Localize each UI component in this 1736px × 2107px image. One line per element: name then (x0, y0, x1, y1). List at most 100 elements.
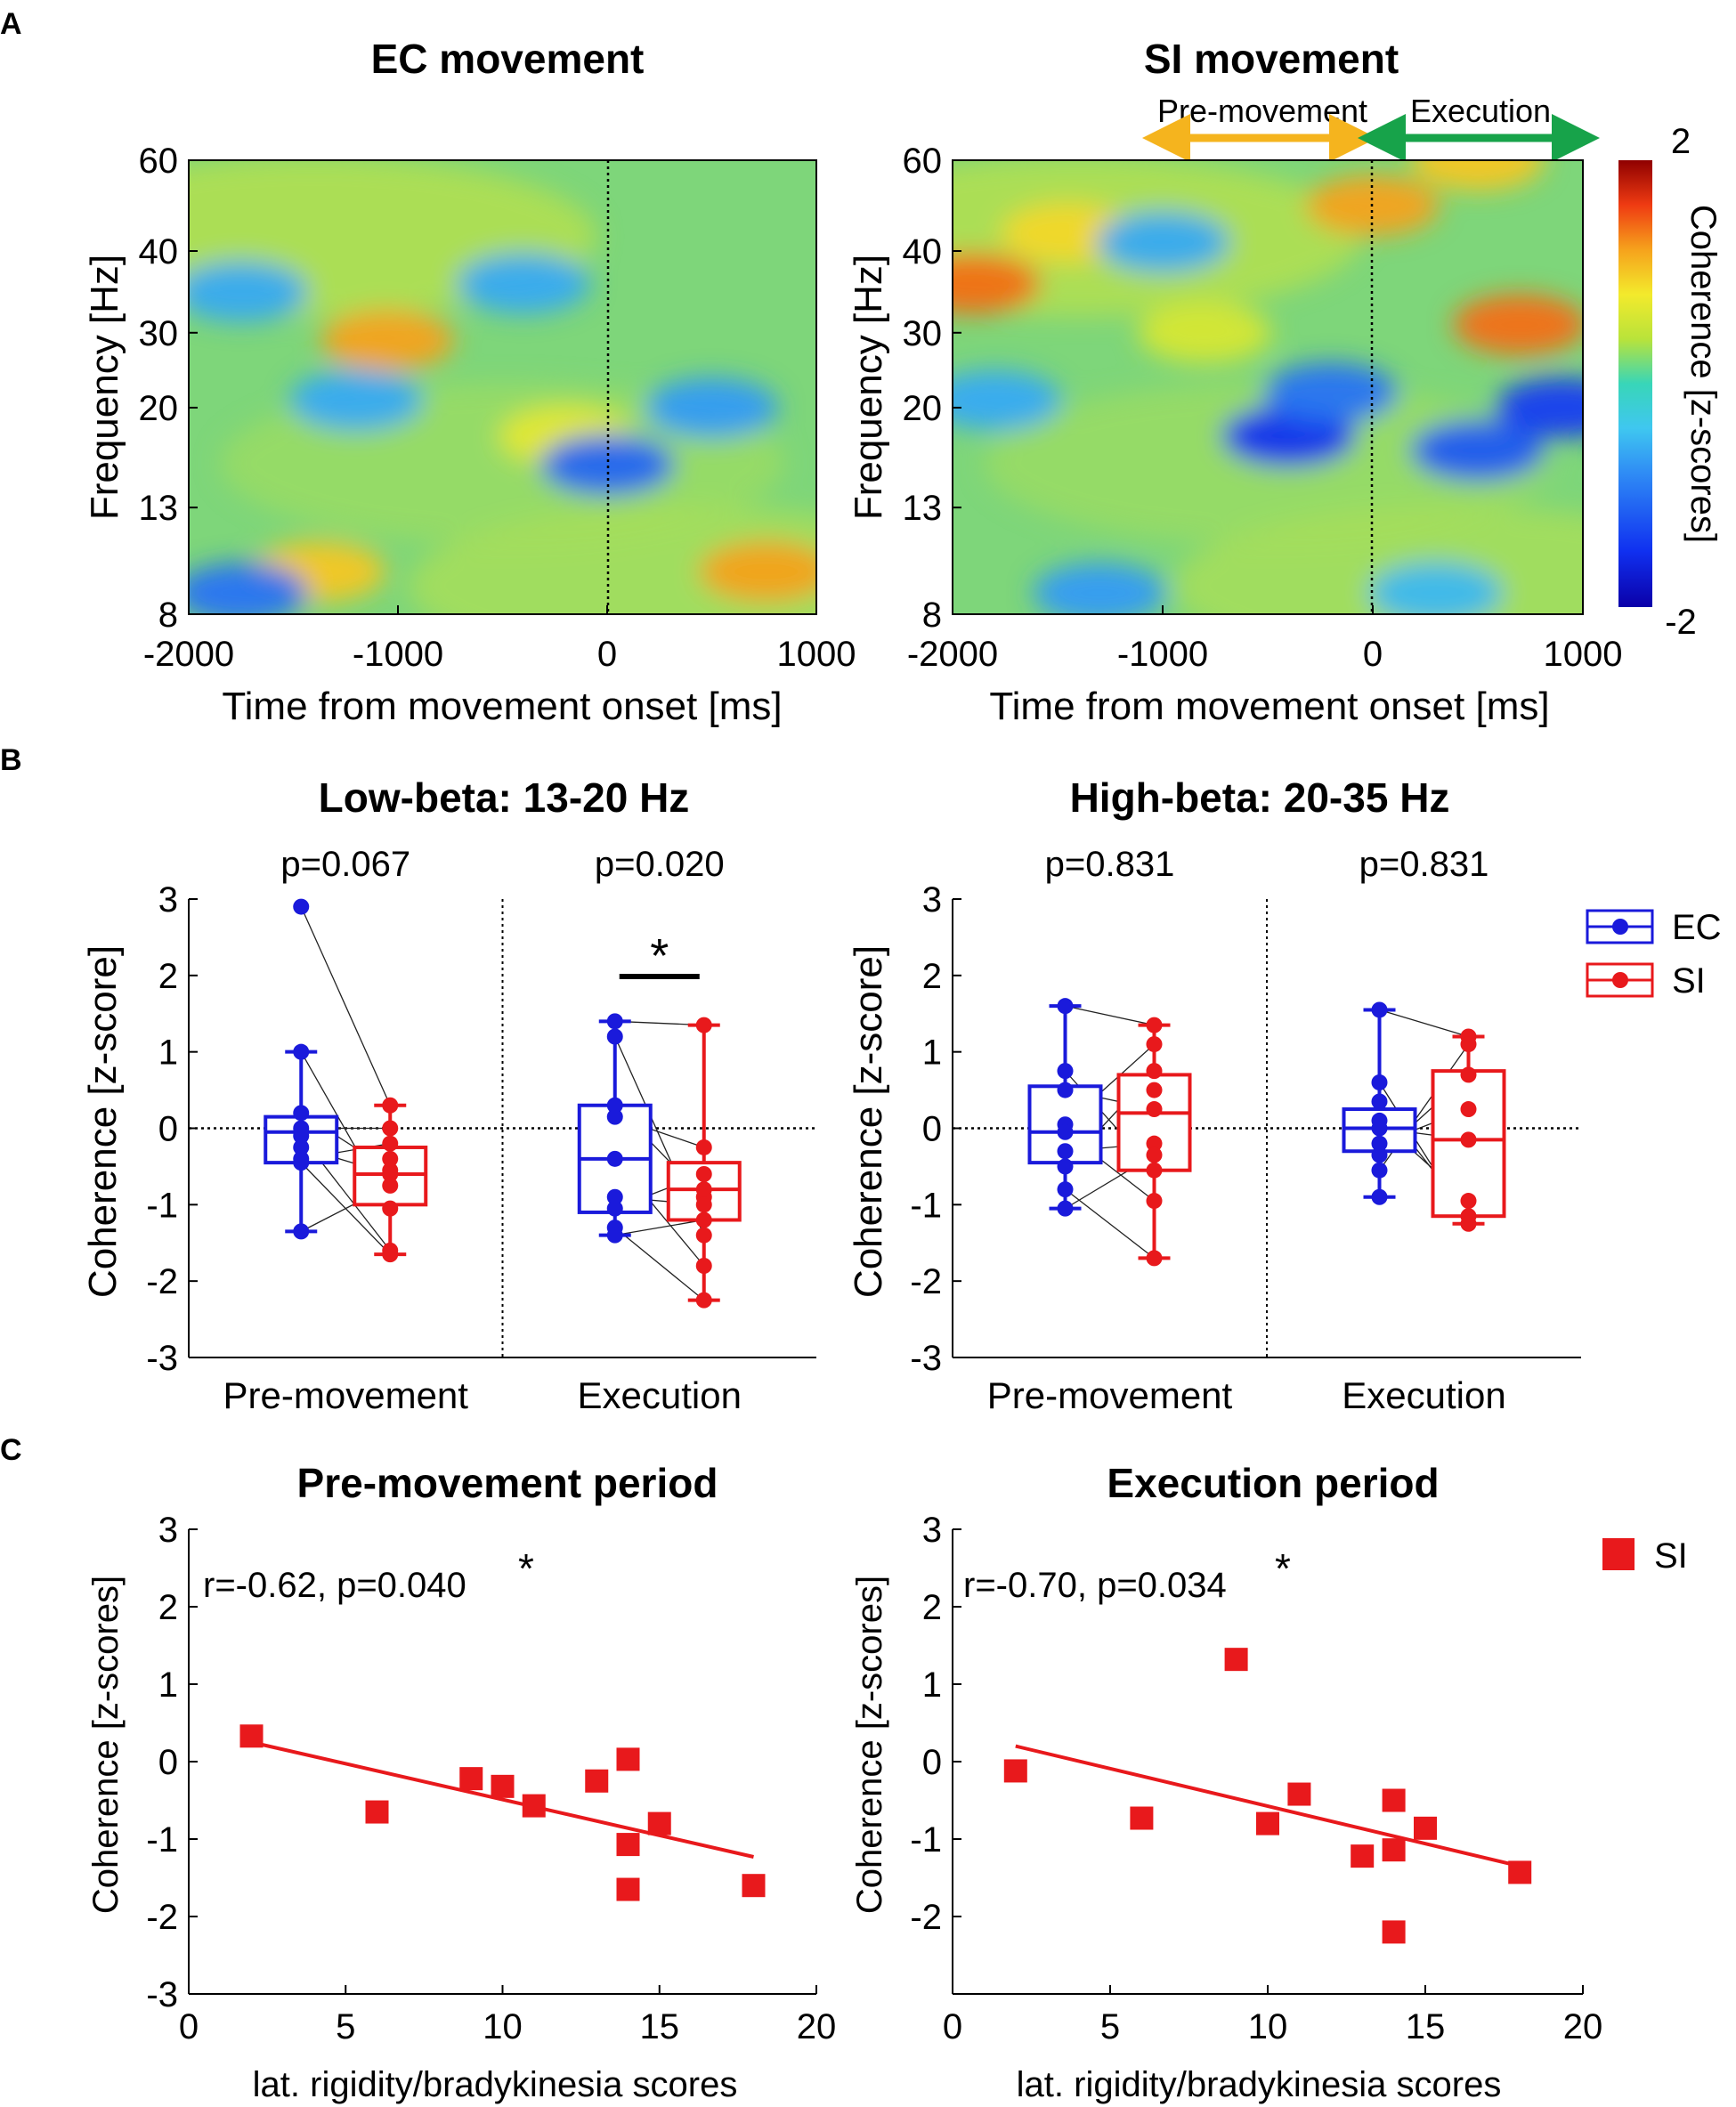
boxplot-high-beta-category-label: Pre-movement (987, 1374, 1233, 1416)
boxplot-high-beta-ytick: 2 (922, 957, 942, 996)
heatmap-si-title: SI movement (1144, 36, 1399, 82)
boxplot-high-beta-ec-point (1057, 1158, 1074, 1175)
boxplot-high-beta-ec-point (1057, 1181, 1074, 1198)
boxplot-low-beta-pair-line (300, 906, 391, 1106)
heatmap-si-ylabel: Frequency [Hz] (847, 255, 890, 520)
execution-arrow-label: Execution (1410, 93, 1551, 129)
colorbar-label: Coherence [z-scores] (1683, 205, 1723, 543)
heatmap-ec-hotspot (645, 377, 779, 438)
pre-movement-arrow-label: Pre-movement (1157, 93, 1367, 129)
boxplot-low-beta: Low-beta: 13-20 Hz Coherence [z-score] 3… (81, 774, 816, 1416)
boxplot-low-beta-ec-point (606, 1200, 623, 1217)
boxplot-low-beta-ytick: 2 (158, 957, 178, 996)
boxplot-high-beta-ec-point (1057, 1082, 1074, 1098)
heatmap-si-ytick: 60 (903, 142, 943, 181)
boxplot-high-beta-ec-point (1371, 1120, 1388, 1137)
boxplot-low-beta-si-point (695, 1166, 712, 1182)
heatmap-ec-ytick: 8 (158, 596, 178, 635)
boxplot-high-beta-si-point (1146, 1063, 1163, 1080)
scatter-execution-xlabel: lat. rigidity/bradykinesia scores (1017, 2065, 1502, 2104)
boxplot-low-beta-ytick: -2 (146, 1262, 178, 1301)
boxplot-low-beta-title: Low-beta: 13-20 Hz (319, 774, 690, 821)
heatmap-ec-ytick: 20 (139, 389, 179, 428)
scatter-execution-point (1224, 1648, 1248, 1672)
boxplot-high-beta-si-point (1146, 1162, 1163, 1179)
scatter-execution-sig: * (1275, 1545, 1291, 1592)
scatter-execution-point (1508, 1860, 1532, 1884)
boxplot-high-beta-pair-line (1065, 1188, 1155, 1259)
boxplot-low-beta-p-value: p=0.020 (595, 845, 725, 884)
scatter-pre-movement-xlabel: lat. rigidity/bradykinesia scores (253, 2065, 738, 2104)
boxplot-low-beta-ec-point (293, 1223, 310, 1240)
boxplot-high-beta-si-point (1460, 1101, 1477, 1118)
heatmap-si-ytick: 20 (903, 389, 943, 428)
scatter-execution-xtick: 0 (943, 2007, 962, 2046)
scatter-execution-stat: r=-0.70, p=0.034 (963, 1566, 1227, 1605)
boxplot-low-beta-si-point (382, 1200, 399, 1217)
heatmap-si-xlabel: Time from movement onset [ms] (989, 685, 1549, 728)
boxplot-high-beta-si-point (1460, 1066, 1477, 1083)
heatmap-si-hotspot (1096, 211, 1229, 272)
scatter-pre-movement-xtick: 0 (179, 2007, 199, 2046)
panel-label-b: B (0, 743, 22, 777)
heatmap-ec-ylabel: Frequency [Hz] (83, 255, 126, 520)
boxplot-high-beta-p-value: p=0.831 (1045, 845, 1175, 884)
boxplot-low-beta-ytick: -3 (146, 1339, 178, 1378)
boxplot-low-beta-ylabel: Coherence [z-score] (81, 945, 125, 1298)
heatmap-si-xtick: 0 (1363, 635, 1383, 674)
heatmap-si-hotspot (1263, 362, 1398, 424)
scatter-execution-xtick: 10 (1248, 2007, 1288, 2046)
boxplot-low-beta-si-point (695, 1196, 712, 1213)
heatmap-ec-hotspot (320, 310, 455, 371)
scatter-pre-movement-xtick: 5 (336, 2007, 355, 2046)
scatter-execution-xtick: 20 (1563, 2007, 1603, 2046)
boxplot-high-beta-ytick: 3 (922, 880, 942, 920)
boxplot-low-beta-si-point (695, 1139, 712, 1155)
heatmap-si-ytick: 13 (903, 489, 943, 528)
heatmap-si-hotspot (1138, 302, 1272, 363)
scatter-execution-ytick: 1 (922, 1665, 942, 1705)
boxplot-low-beta-ytick: 0 (158, 1110, 178, 1149)
scatter-execution-point (1287, 1782, 1311, 1806)
colorbar-max-label: 2 (1671, 122, 1691, 161)
heatmap-si-hotspot (953, 369, 1062, 431)
boxplot-high-beta-si-point (1146, 1017, 1163, 1033)
heatmap-si-hotspot (1411, 160, 1545, 190)
scatter-execution-point (1003, 1759, 1027, 1783)
heatmap-ec-hotspot (289, 369, 423, 431)
heatmap-ec-hotspot (189, 563, 308, 614)
scatter-execution: Execution period lat. rigidity/bradykine… (850, 1460, 1602, 2104)
heatmap-si-hotspot (1495, 377, 1583, 438)
heatmap-ec-hotspot (699, 541, 816, 603)
boxplot-high-beta-si-point (1146, 1193, 1163, 1210)
heatmap-si-hotspot (1368, 563, 1503, 614)
boxplot-low-beta-pair-line (614, 1219, 704, 1236)
heatmap-ec-hotspot (457, 253, 590, 314)
scatter-pre-movement-xtick: 10 (483, 2007, 523, 2046)
boxplot-high-beta-ec-point (1371, 1093, 1388, 1110)
boxplot-high-beta-ec-point (1371, 1188, 1388, 1205)
heatmap-ec-ytick: 13 (139, 489, 179, 528)
scatter-legend: SI (1602, 1536, 1688, 1576)
boxplot-low-beta-si-point (382, 1120, 399, 1137)
boxplot-high-beta: High-beta: 20-35 Hz Coherence [z-score] … (847, 774, 1581, 1416)
heatmap-ec-xtick: -2000 (143, 635, 234, 674)
heatmap-si-ytick: 40 (903, 232, 943, 271)
boxplot-low-beta-si-point (382, 1246, 399, 1263)
boxplot-high-beta-ec-point (1371, 1074, 1388, 1090)
scatter-pre-movement-ytick: -1 (146, 1820, 178, 1860)
boxplot-high-beta-si-point (1146, 1135, 1163, 1152)
boxplot-low-beta-si-point (695, 1227, 712, 1244)
scatter-pre-movement-point (585, 1769, 609, 1793)
boxplot-low-beta-significance-star: * (650, 929, 669, 983)
scatter-pre-movement-title: Pre-movement period (297, 1460, 718, 1506)
scatter-pre-movement-ytick: 1 (158, 1665, 178, 1705)
boxplot-high-beta-ec-point (1057, 998, 1074, 1015)
scatter-pre-movement-sig: * (518, 1545, 534, 1592)
boxplot-high-beta-ylabel: Coherence [z-score] (847, 945, 890, 1298)
boxplot-high-beta-si-point (1146, 1082, 1163, 1098)
heatmap-ec-hotspot (189, 261, 308, 322)
heatmap-si-hotspot (1411, 420, 1545, 482)
scatter-execution-point (1382, 1920, 1406, 1944)
boxplot-high-beta-p-value: p=0.831 (1359, 845, 1489, 884)
